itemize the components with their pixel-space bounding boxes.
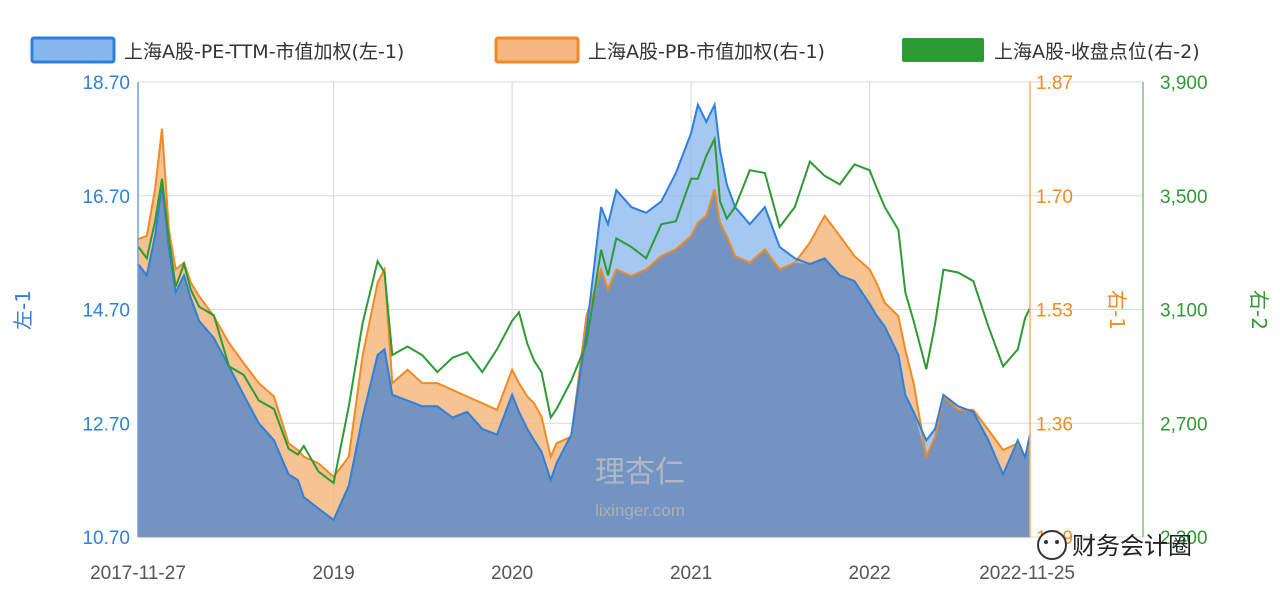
- legend-item-index[interactable]: 上海A股-收盘点位(右-2): [902, 38, 1200, 63]
- right2-tick-label: 3,500: [1160, 187, 1208, 208]
- right1-axis-ticks: 1.871.701.531.361.19: [1036, 73, 1073, 549]
- left-tick-label: 12.70: [82, 414, 130, 435]
- right2-tick-label: 3,100: [1160, 301, 1208, 322]
- pe-line: [137, 101, 1031, 522]
- wechat-icon-dot: [1044, 540, 1048, 544]
- x-tick-label: 2022: [848, 563, 890, 584]
- legend-swatch-pe: [30, 36, 116, 64]
- legend-item-pb[interactable]: 上海A股-PB-市值加权(右-1): [494, 36, 825, 64]
- legend-item-pe[interactable]: 上海A股-PE-TTM-市值加权(左-1): [30, 36, 404, 64]
- x-tick-label: 2021: [670, 563, 712, 584]
- right1-tick-label: 1.70: [1036, 187, 1073, 208]
- watermark-url: lixinger.com: [595, 501, 685, 520]
- x-tick-label: 2017-11-27: [90, 563, 186, 584]
- x-tick-label: 2019: [312, 563, 354, 584]
- right2-tick-label: 3,900: [1160, 73, 1208, 94]
- legend-label-index: 上海A股-收盘点位(右-2): [994, 41, 1200, 63]
- right1-tick-label: 1.87: [1036, 73, 1073, 94]
- series-layer: [137, 101, 1031, 538]
- left-tick-label: 18.70: [82, 73, 130, 94]
- legend-label-pe: 上海A股-PE-TTM-市值加权(左-1): [124, 41, 404, 63]
- right2-tick-label: 2,700: [1160, 414, 1208, 435]
- right2-axis-ticks: 3,900 3,500 3,100 2,700 2,300: [1160, 73, 1208, 549]
- right2-axis-title: 右-2: [1247, 290, 1271, 330]
- wechat-icon: [1037, 530, 1067, 560]
- left-axis-ticks: 18.70 16.70 14.70 12.70 10.70: [82, 73, 130, 549]
- left-axis-title: 左-1: [11, 290, 35, 330]
- right1-tick-label: 1.36: [1036, 414, 1073, 435]
- x-tick-label: 2022-11-25: [979, 563, 1075, 584]
- overlap-area: [138, 184, 1030, 537]
- left-tick-label: 10.70: [82, 528, 130, 549]
- left-tick-label: 16.70: [82, 187, 130, 208]
- pb-line: [137, 128, 1031, 479]
- wechat-badge: 财务会计圈: [1037, 530, 1192, 560]
- left-tick-label: 14.70: [82, 301, 130, 322]
- index-line: [137, 135, 1031, 485]
- right1-tick-label: 1.53: [1036, 301, 1073, 322]
- right1-axis-title: 右-1: [1105, 290, 1129, 330]
- legend-swatch-index: [902, 38, 984, 62]
- watermark-logo-text: 理杏仁: [595, 455, 685, 490]
- right2-tick-label: 2,300: [1160, 528, 1208, 549]
- legend-label-pb: 上海A股-PB-市值加权(右-1): [588, 41, 825, 63]
- badge-text: 财务会计圈: [1072, 532, 1192, 560]
- legend-swatch-pb: [494, 36, 580, 64]
- legend: 上海A股-PE-TTM-市值加权(左-1) 上海A股-PB-市值加权(右-1) …: [30, 36, 1200, 64]
- wechat-icon-dot: [1055, 540, 1059, 544]
- x-axis-ticks: 2017-11-27 2019 2020 2021 2022 2022-11-25: [90, 563, 1075, 584]
- x-tick-label: 2020: [491, 563, 533, 584]
